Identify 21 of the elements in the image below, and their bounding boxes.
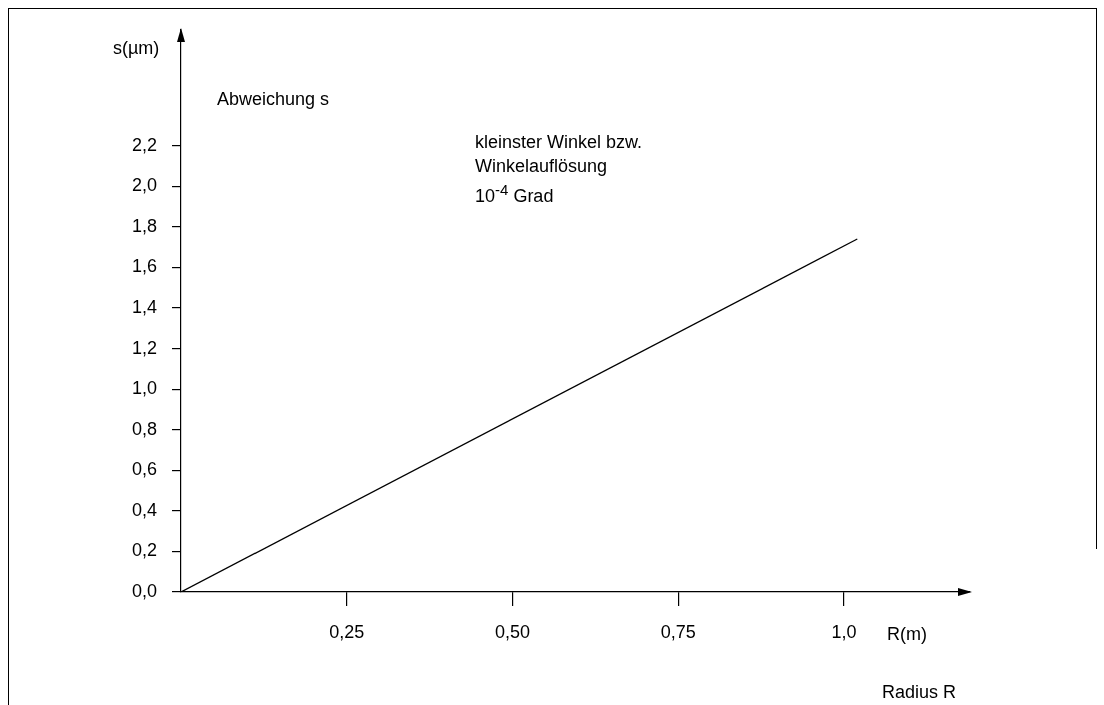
y-tick-label: 2,0 [131,175,157,196]
y-tick-label: 1,4 [131,296,157,317]
x-tick-label: 0,25 [329,621,365,642]
y-tick-label: 1,2 [131,337,157,358]
y-tick-label: 0,8 [131,418,157,439]
x-tick-label: 1,0 [831,621,857,642]
y-tick-label: 0,2 [131,540,157,561]
y-tick-label: 1,8 [131,215,157,236]
y-tick-label: 1,6 [131,256,157,277]
annotation: kleinster Winkel bzw. Winkelauflösung 10$^{-4}$ Grad [475,131,643,208]
y-axis-title: s(µm) [113,37,160,60]
text: Abweichung s [217,88,330,111]
y-tick-label: 0,4 [131,499,157,520]
x-axis-title: R(m) [887,623,927,646]
y-tick-label: 0,0 [131,580,157,601]
text: Radius R [882,681,957,704]
y-tick-label: 0,6 [131,459,157,480]
x-tick-label: 0,75 [660,621,696,642]
y-tick-label: 1,0 [131,378,157,399]
y-tick-label: 2,2 [131,134,157,155]
x-tick-label: 0,50 [494,621,531,642]
